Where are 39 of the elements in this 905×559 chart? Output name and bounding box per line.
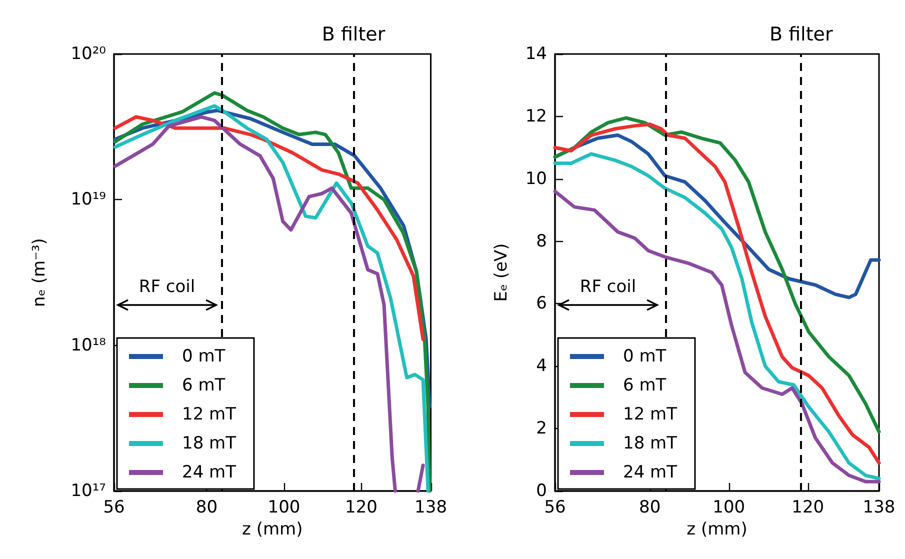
y-tick-label: 6 [536, 294, 547, 314]
y-tick-label: 10¹⁹ [70, 190, 106, 210]
y-axis-title: Eₑ (eV) [492, 243, 512, 302]
legend-label: 24 mT [623, 462, 678, 482]
y-tick-label: 10¹⁸ [70, 335, 106, 356]
legend-label: 12 mT [623, 404, 678, 424]
ref-line-label: B filter [770, 24, 833, 46]
x-tick-label: 80 [196, 498, 218, 518]
x-tick-label: 100 [712, 498, 746, 518]
y-tick-label: 0 [536, 481, 547, 501]
x-tick-label: 138 [414, 498, 448, 518]
y-tick-label: 10²⁰ [70, 44, 106, 64]
legend-label: 18 mT [623, 434, 678, 454]
y-tick-label: 10 [525, 168, 547, 189]
line-series [113, 115, 425, 342]
legend-label: 24 mT [182, 462, 237, 482]
ref-line-label: B filter [322, 24, 386, 46]
x-tick-label: 138 [862, 498, 896, 518]
x-axis-title: z (mm) [686, 520, 748, 540]
annotation: RF coil [580, 276, 636, 297]
x-tick-label: 120 [792, 498, 824, 518]
x-tick-label: 100 [268, 498, 300, 518]
y-tick-label: 14 [525, 44, 547, 64]
legend-label: 0 mT [623, 346, 667, 366]
x-tick-label: 80 [639, 498, 661, 518]
y-tick-label: 4 [536, 356, 547, 376]
x-tick-label: 56 [544, 498, 566, 518]
x-tick-label: 120 [345, 498, 378, 518]
y-tick-label: 2 [536, 418, 547, 439]
legend-label: 18 mT [182, 434, 237, 454]
y-tick-label: 8 [536, 231, 547, 252]
y-tick-label: 12 [525, 106, 547, 126]
legend-label: 6 mT [623, 376, 667, 396]
legend-label: 12 mT [182, 404, 237, 424]
x-axis-title: z (mm) [242, 520, 303, 540]
legend-label: 0 mT [182, 346, 226, 366]
y-axis-title: nₑ (m⁻³) [30, 238, 50, 307]
annotation: RF coil [138, 276, 196, 297]
legend-label: 6 mT [182, 376, 226, 396]
